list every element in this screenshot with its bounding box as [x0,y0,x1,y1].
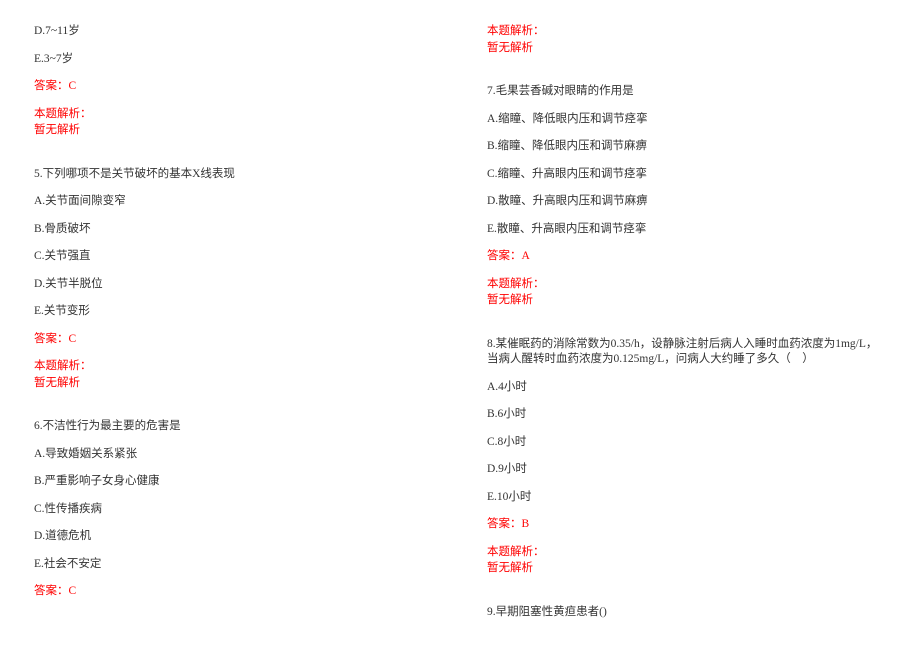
q7-option-d: D.散瞳、升高眼内压和调节麻痹 [487,194,886,210]
q5-option-d: D.关节半脱位 [34,277,433,293]
q5-analysis-label: 本题解析： [34,359,433,375]
q4-answer: 答案：C [34,79,433,95]
q7-option-c: C.缩瞳、升高眼内压和调节痉挛 [487,167,886,183]
q5-option-b: B.骨质破坏 [34,222,433,238]
q7-option-e: E.散瞳、升高眼内压和调节痉挛 [487,222,886,238]
q5-stem: 5.下列哪项不是关节破坏的基本X线表现 [34,167,433,183]
q8-answer: 答案：B [487,517,886,533]
q6-answer: 答案：C [34,584,433,600]
q7-analysis-label: 本题解析： [487,277,886,293]
q6-option-e: E.社会不安定 [34,557,433,573]
q4-analysis-label: 本题解析： [34,107,433,123]
q7-option-a: A.缩瞳、降低眼内压和调节痉挛 [487,112,886,128]
q5-option-c: C.关节强直 [34,249,433,265]
q6-stem: 6.不洁性行为最主要的危害是 [34,419,433,435]
q4-analysis-text: 暂无解析 [34,123,433,139]
q8-option-e: E.10小时 [487,490,886,506]
q6-option-c: C.性传播疾病 [34,502,433,518]
q6-analysis-label: 本题解析： [487,24,886,40]
q8-option-c: C.8小时 [487,435,886,451]
q5-answer: 答案：C [34,332,433,348]
q8-stem: 8.某催眠药的消除常数为0.35/h，设静脉注射后病人入睡时血药浓度为1mg/L… [487,337,886,368]
q5-option-e: E.关节变形 [34,304,433,320]
q8-option-b: B.6小时 [487,407,886,423]
q4-option-d: D.7~11岁 [34,24,433,40]
q5-analysis-text: 暂无解析 [34,376,433,392]
q6-analysis-text: 暂无解析 [487,41,886,57]
q7-answer: 答案：A [487,249,886,265]
q4-option-e: E.3~7岁 [34,52,433,68]
q6-option-a: A.导致婚姻关系紧张 [34,447,433,463]
q8-option-a: A.4小时 [487,380,886,396]
q7-option-b: B.缩瞳、降低眼内压和调节麻痹 [487,139,886,155]
q6-option-d: D.道德危机 [34,529,433,545]
q7-analysis-text: 暂无解析 [487,293,886,309]
q9-stem: 9.早期阻塞性黄疸患者() [487,605,886,621]
q7-stem: 7.毛果芸香碱对眼睛的作用是 [487,84,886,100]
q8-analysis-text: 暂无解析 [487,561,886,577]
q6-option-b: B.严重影响子女身心健康 [34,474,433,490]
q8-analysis-label: 本题解析： [487,545,886,561]
q5-option-a: A.关节面间隙变窄 [34,194,433,210]
q8-option-d: D.9小时 [487,462,886,478]
